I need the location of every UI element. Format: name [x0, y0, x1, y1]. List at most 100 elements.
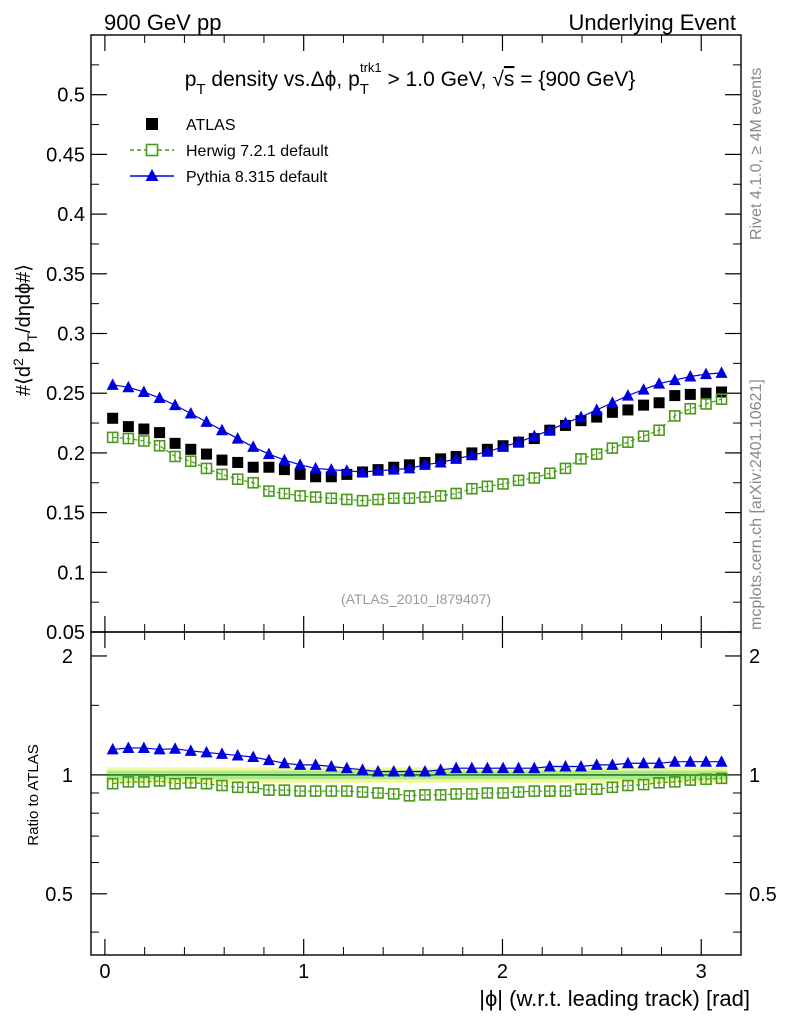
pythia-ratio-point — [215, 747, 228, 759]
pythia-point — [668, 373, 681, 386]
pythia-ratio-point — [684, 755, 697, 767]
pythia-point — [465, 448, 478, 461]
pythia-ratio-point — [450, 761, 463, 774]
ratio-y-axis-title: Ratio to ATLAS — [25, 744, 42, 845]
herwig-ratio-point — [200, 777, 213, 790]
herwig-ratio-point — [606, 781, 619, 794]
herwig-point — [200, 462, 213, 475]
herwig-ratio-point — [684, 774, 697, 786]
pythia-ratio-point — [294, 758, 307, 770]
mcplots-label: mcplots.cern.ch [arXiv:2401.10621] — [748, 379, 765, 630]
pythia-ratio-point — [543, 760, 556, 772]
pythia-ratio-point — [340, 761, 353, 774]
x-tick-label: 2 — [497, 961, 508, 983]
atlas-point — [606, 406, 618, 418]
y-tick-label: 0.25 — [46, 383, 85, 405]
herwig-ratio-point — [372, 787, 384, 799]
pythia-point — [387, 463, 400, 475]
herwig-ratio-point — [419, 789, 431, 801]
atlas-point — [700, 387, 712, 399]
header-left: 900 GeV pp — [104, 10, 221, 35]
title-main: p — [185, 68, 197, 91]
herwig-point — [106, 431, 119, 444]
herwig-point — [309, 491, 322, 503]
y-tick-label: 0.45 — [46, 144, 85, 166]
herwig-point — [419, 491, 431, 503]
herwig-ratio-point — [325, 785, 338, 797]
pythia-point — [574, 410, 587, 423]
ratio-tick-label-right: 1 — [749, 765, 760, 787]
pythia-ratio-point — [137, 741, 150, 753]
pythia-ratio-point — [465, 761, 478, 774]
atlas-point — [263, 461, 275, 473]
title-sqrt: √ — [492, 68, 504, 91]
title-tail: > 1.0 GeV, — [382, 68, 493, 91]
herwig-ratio-point — [263, 784, 275, 796]
atlas-point — [325, 471, 337, 483]
ratio-tick-label: 2 — [62, 646, 73, 668]
atlas-point — [653, 397, 665, 409]
pythia-point — [169, 398, 182, 411]
herwig-point — [559, 462, 572, 475]
herwig-ratio-point — [653, 776, 665, 789]
pythia-point — [340, 464, 353, 476]
herwig-ratio-point — [466, 788, 478, 800]
pythia-point — [621, 389, 634, 401]
title-sub2: T — [360, 81, 369, 98]
pythia-ratio-line — [112, 747, 722, 773]
atlas-point — [638, 399, 650, 411]
herwig-ratio-point — [575, 783, 587, 795]
pythia-point — [200, 415, 213, 427]
title-sup2: trk1 — [360, 60, 382, 75]
herwig-ratio-point — [231, 781, 244, 794]
atlas-point — [716, 386, 728, 398]
herwig-point — [184, 455, 197, 468]
pythia-ratio-point — [574, 760, 587, 772]
pythia-point — [122, 380, 135, 393]
main-y-axis: 0.05 0.1 0.15 0.2 0.25 0.3 0.35 0.4 0.45 0.5 — [46, 34, 741, 644]
pythia-ratio-point — [434, 763, 447, 775]
herwig-ratio-point — [278, 784, 291, 796]
herwig-ratio-point — [715, 772, 728, 785]
pythia-ratio-point — [106, 742, 119, 755]
legend-pythia-marker — [145, 169, 159, 181]
pythia-point — [356, 465, 369, 478]
herwig-point — [700, 398, 712, 410]
main-series — [106, 366, 728, 507]
y-axis-title: #⟨d2 pT/dηdϕ#⟩ — [10, 264, 40, 396]
pythia-point — [247, 440, 260, 452]
atlas-point — [185, 443, 197, 455]
herwig-point — [387, 492, 400, 505]
legend-herwig-label: Herwig 7.2.1 default — [186, 143, 329, 160]
pythia-ratio-point — [309, 758, 322, 770]
herwig-ratio-point — [294, 785, 306, 797]
atlas-point — [154, 427, 166, 439]
herwig-point — [341, 493, 353, 506]
legend-herwig-marker — [145, 143, 159, 157]
pythia-ratio-point — [481, 761, 494, 774]
pythia-point — [325, 463, 338, 475]
pythia-point — [403, 461, 416, 474]
herwig-ratio-point — [106, 777, 119, 790]
herwig-ratio-point — [153, 775, 166, 787]
atlas-point — [591, 411, 603, 423]
herwig-ratio-point — [216, 779, 228, 792]
pythia-ratio-point — [278, 756, 291, 769]
herwig-ratio-point — [356, 786, 369, 798]
y-tick-label: 0.1 — [57, 562, 85, 584]
pythia-point — [215, 423, 228, 436]
herwig-ratio-point — [309, 785, 322, 797]
pythia-point — [153, 391, 166, 403]
legend-item-atlas: ATLAS — [146, 117, 236, 134]
x-axis: 0 1 2 3 — [99, 35, 707, 983]
herwig-point — [263, 485, 275, 497]
pythia-ratio-point — [247, 750, 260, 762]
pythia-point — [715, 366, 728, 378]
pythia-ratio-point — [122, 741, 135, 753]
herwig-ratio-point — [590, 783, 603, 795]
atlas-point — [310, 471, 322, 483]
pythia-point — [106, 378, 119, 390]
pythia-point — [637, 383, 650, 395]
atlas-point — [294, 468, 306, 480]
herwig-ratio-point — [637, 778, 650, 791]
